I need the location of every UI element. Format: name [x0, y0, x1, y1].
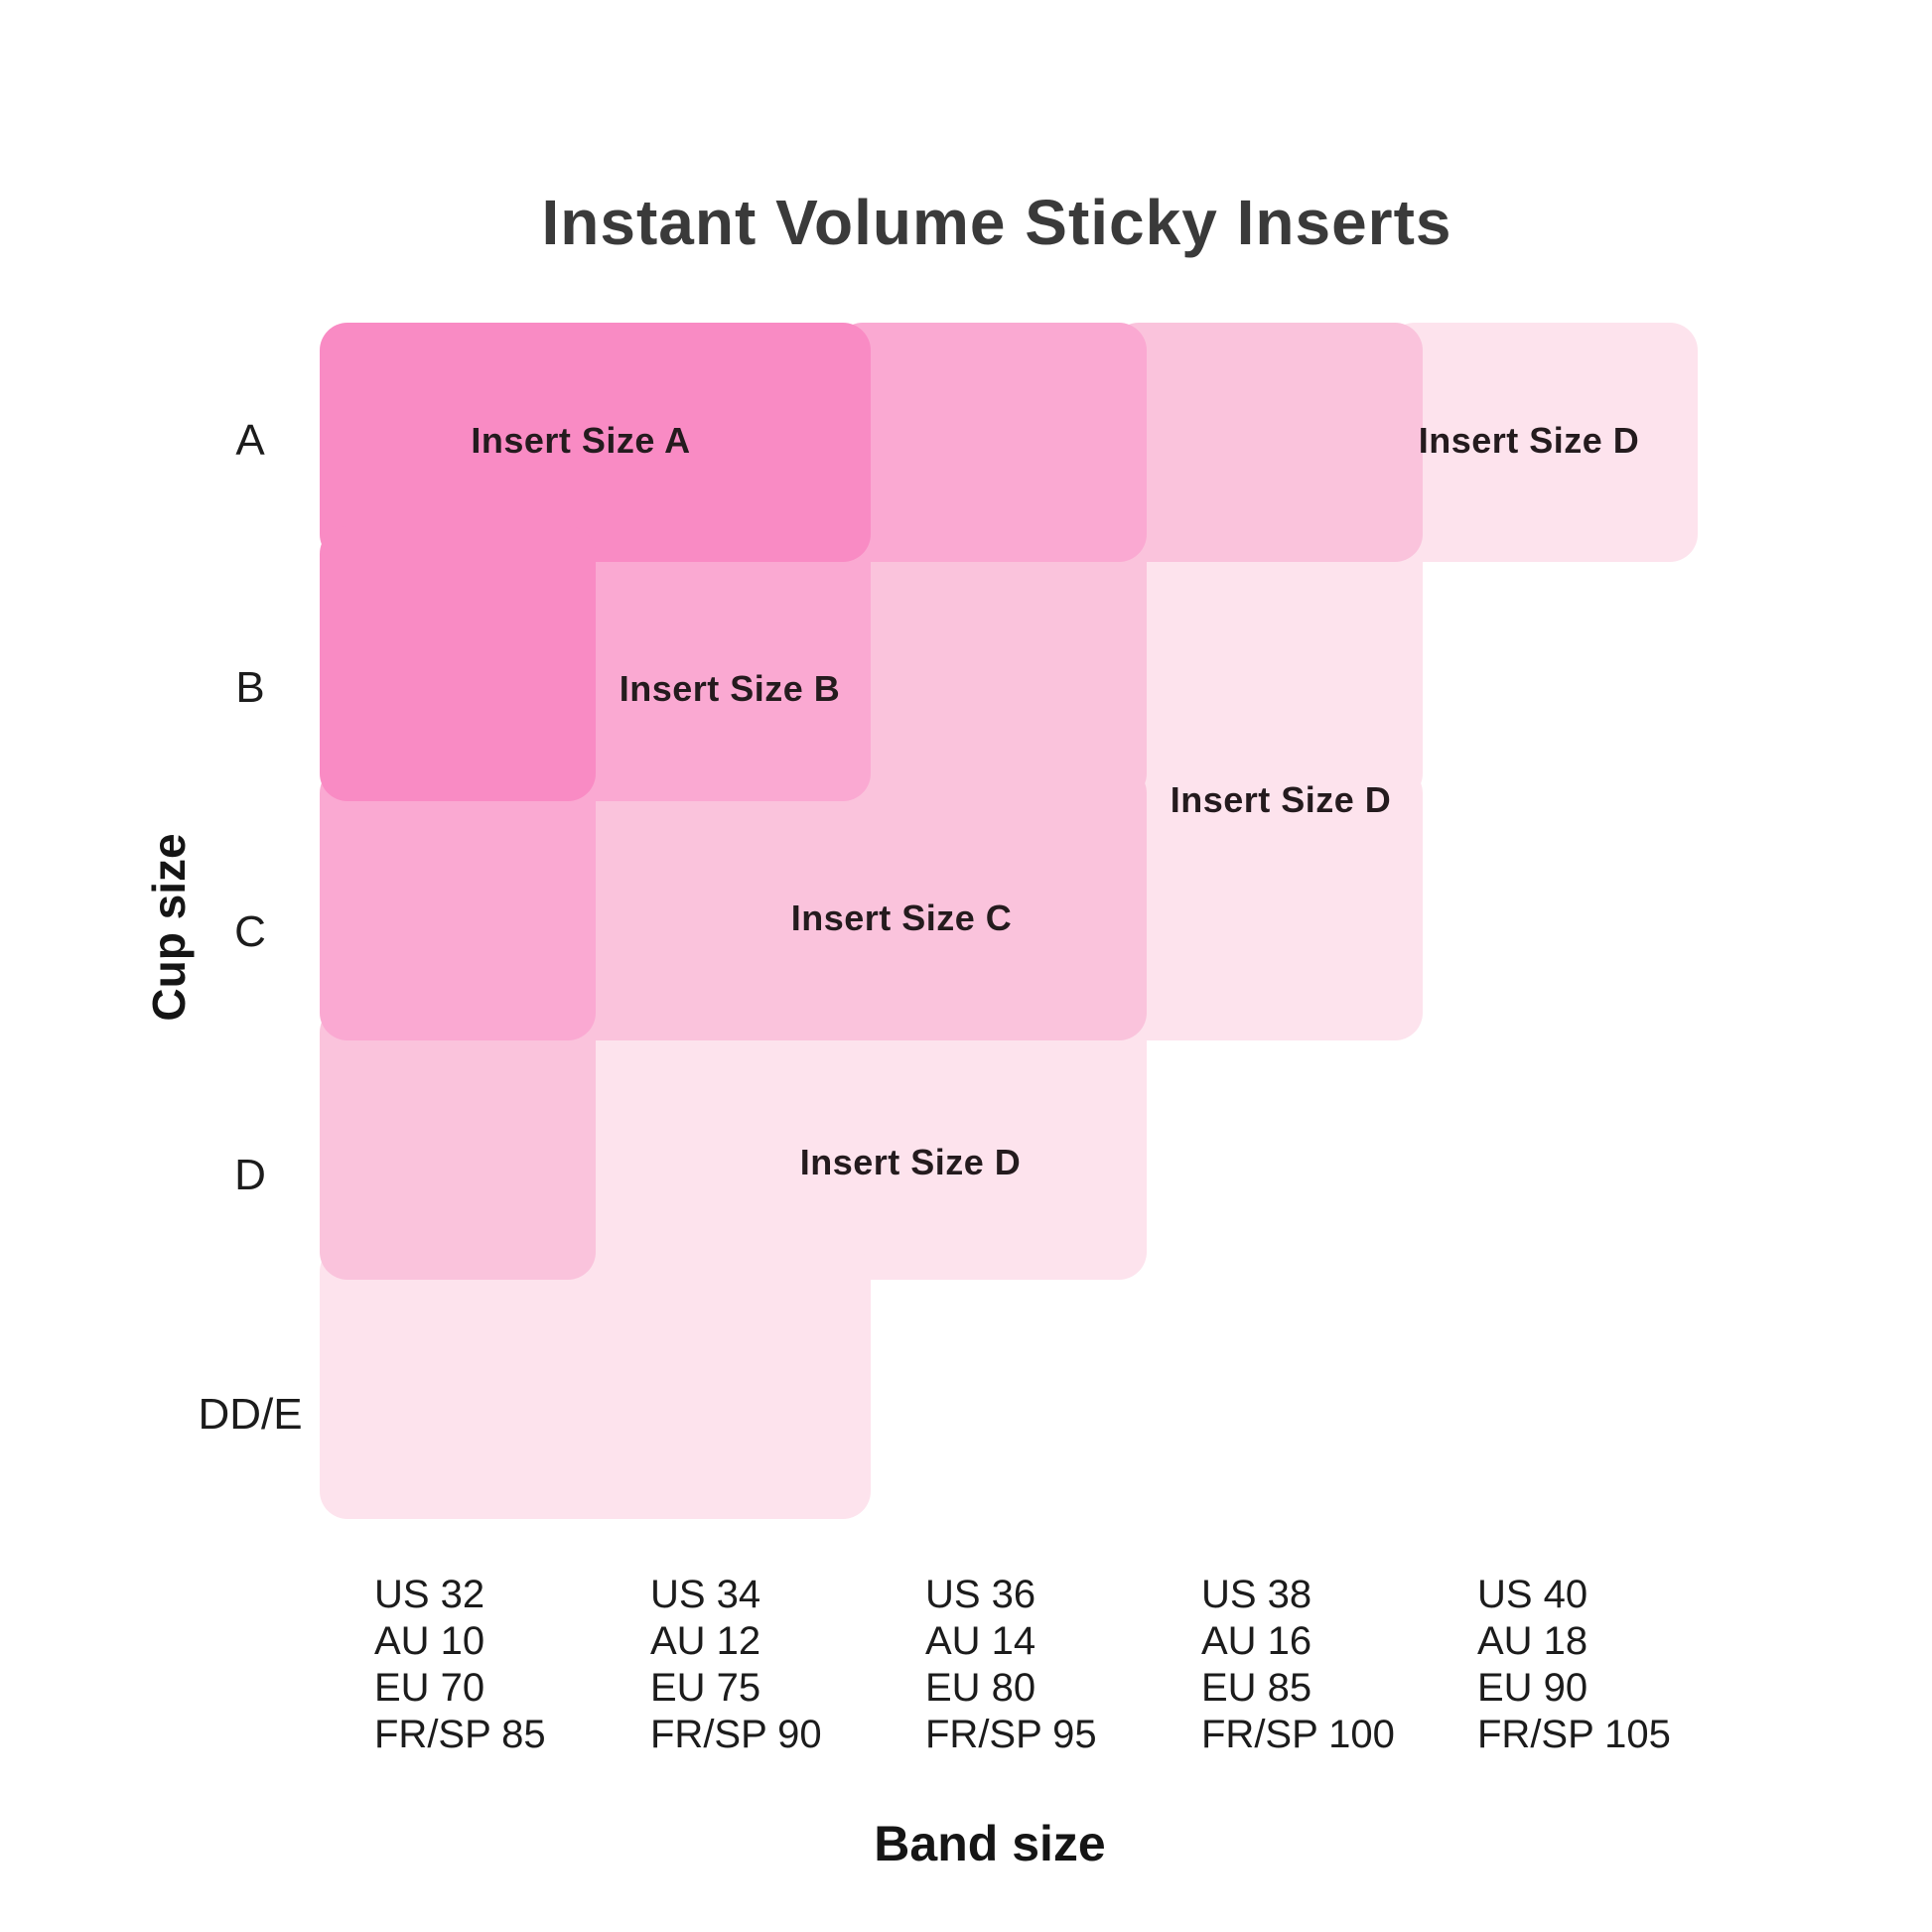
insert-size-d-region: [1111, 526, 1423, 801]
x-axis-title: Band size: [874, 1816, 1106, 1871]
region-label-insert-size-d: Insert Size D: [799, 1142, 1022, 1182]
insert-size-b-region: [560, 526, 871, 801]
band-size-line: AU 18: [1477, 1619, 1588, 1663]
cup-size-label-b: B: [235, 663, 265, 712]
band-size-line: AU 10: [374, 1619, 485, 1663]
band-size-line: EU 85: [1201, 1666, 1312, 1710]
cup-size-label-a: A: [235, 416, 265, 465]
band-size-label-group-3: US 36 AU 14 EU 80 FR/SP 95: [925, 1572, 1097, 1758]
insert-size-b-region: [320, 765, 596, 1040]
insert-size-d-region: [1387, 323, 1698, 562]
band-size-line: FR/SP 100: [1201, 1713, 1395, 1756]
band-size-line: EU 90: [1477, 1666, 1588, 1710]
band-size-line: US 36: [925, 1573, 1036, 1616]
insert-size-a-region: [320, 323, 871, 562]
band-size-line: FR/SP 105: [1477, 1713, 1671, 1756]
band-size-line: EU 70: [374, 1666, 485, 1710]
band-size-line: FR/SP 90: [650, 1713, 822, 1756]
band-size-label-group-4: US 38 AU 16 EU 85 FR/SP 100: [1201, 1572, 1395, 1758]
band-size-line: EU 75: [650, 1666, 761, 1710]
insert-size-c-region: [560, 765, 1147, 1040]
band-size-line: AU 14: [925, 1619, 1036, 1663]
band-size-line: AU 12: [650, 1619, 761, 1663]
insert-size-d-region: [320, 1244, 871, 1519]
region-label-insert-size-d: Insert Size D: [1418, 420, 1640, 461]
insert-size-d-region: [560, 1005, 1147, 1280]
region-label-insert-size-a: Insert Size A: [471, 420, 691, 461]
insert-size-c-region: [320, 1005, 596, 1280]
region-label-insert-size-d: Insert Size D: [1170, 779, 1392, 820]
band-size-label-group-2: US 34 AU 12 EU 75 FR/SP 90: [650, 1572, 822, 1758]
page-title: Instant Volume Sticky Inserts: [541, 187, 1452, 258]
band-size-line: FR/SP 95: [925, 1713, 1097, 1756]
insert-size-c-region: [835, 526, 1147, 801]
region-label-insert-size-c: Insert Size C: [790, 897, 1013, 938]
region-label-insert-size-b: Insert Size B: [619, 668, 841, 709]
band-size-line: EU 80: [925, 1666, 1036, 1710]
band-size-line: FR/SP 85: [374, 1713, 546, 1756]
y-axis-title: Cup size: [143, 833, 195, 1022]
band-size-line: US 40: [1477, 1573, 1588, 1616]
band-size-line: US 32: [374, 1573, 485, 1616]
insert-size-a-region: [320, 526, 596, 801]
insert-size-c-region: [1111, 323, 1423, 562]
cup-size-label-dd-e: DD/E: [198, 1390, 303, 1439]
insert-size-d-region: [1111, 765, 1423, 1040]
insert-size-b-region: [835, 323, 1147, 562]
band-size-label-group-5: US 40 AU 18 EU 90 FR/SP 105: [1477, 1572, 1671, 1758]
band-size-line: AU 16: [1201, 1619, 1312, 1663]
band-size-line: US 38: [1201, 1573, 1312, 1616]
cup-size-label-d: D: [234, 1151, 266, 1199]
cup-size-label-c: C: [234, 907, 266, 956]
band-size-label-group-1: US 32 AU 10 EU 70 FR/SP 85: [374, 1572, 546, 1758]
band-size-line: US 34: [650, 1573, 761, 1616]
